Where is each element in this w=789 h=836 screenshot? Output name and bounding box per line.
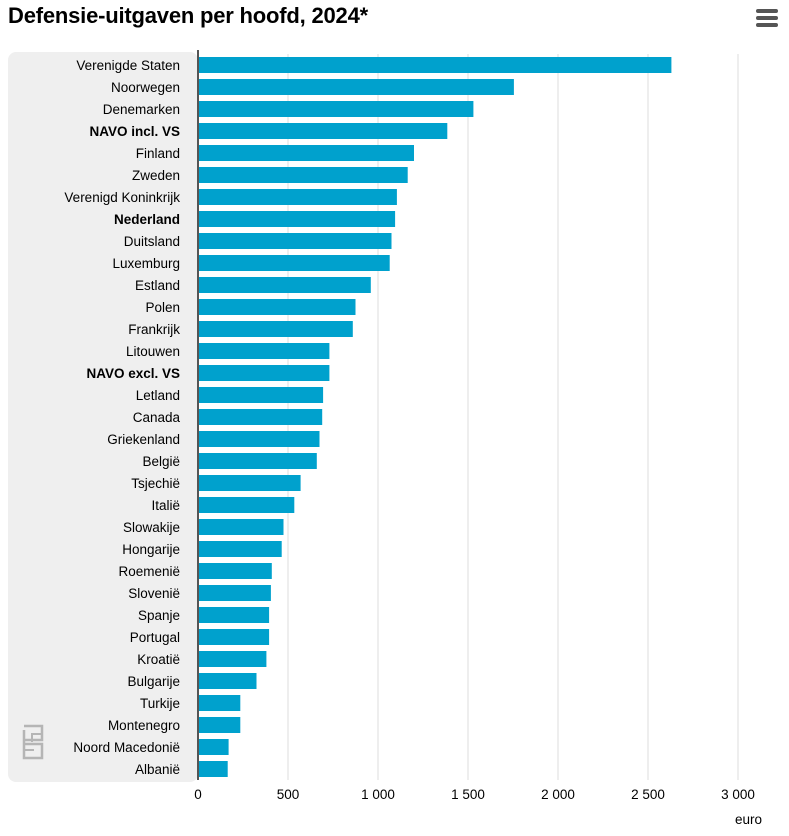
bar [198, 629, 270, 645]
bars [198, 57, 672, 777]
bar [198, 563, 272, 579]
category-label: Spanje [138, 608, 180, 623]
category-panel [8, 52, 198, 782]
bar [198, 101, 474, 117]
category-label: Polen [145, 300, 180, 315]
category-label: Griekenland [107, 432, 180, 447]
cbs-logo-icon [22, 724, 44, 760]
bar [198, 123, 448, 139]
bar [198, 387, 324, 403]
tick-labels: 0 500 1 000 1 500 2 000 2 500 3 000 [194, 787, 755, 802]
category-label: Letland [136, 388, 180, 403]
category-label: Portugal [130, 630, 180, 645]
bar [198, 585, 271, 601]
bar [198, 277, 371, 293]
bar [198, 761, 228, 777]
category-label: Turkije [140, 696, 180, 711]
bar [198, 519, 284, 535]
category-label: Luxemburg [112, 256, 180, 271]
category-label: Denemarken [103, 102, 180, 117]
category-label: Slowakije [123, 520, 180, 535]
category-label: Verenigde Staten [76, 58, 180, 73]
bar [198, 541, 282, 557]
category-label: Bulgarije [127, 674, 180, 689]
category-label: Albanië [135, 762, 180, 777]
bar [198, 255, 390, 271]
x-axis-label: euro [735, 812, 762, 827]
tick-label: 2 500 [631, 787, 665, 802]
tick-label: 2 000 [541, 787, 575, 802]
bar [198, 233, 392, 249]
category-label: Italië [151, 498, 180, 513]
category-label: NAVO incl. VS [89, 124, 180, 139]
category-label: Litouwen [126, 344, 180, 359]
category-label: Noorwegen [111, 80, 180, 95]
category-label: Estland [135, 278, 180, 293]
tick-label: 1 500 [451, 787, 485, 802]
category-label: Verenigd Koninkrijk [64, 190, 180, 205]
chart-title: Defensie-uitgaven per hoofd, 2024* [8, 3, 368, 28]
bar [198, 651, 267, 667]
bar [198, 431, 320, 447]
category-label: Canada [133, 410, 181, 425]
bar [198, 211, 396, 227]
bar [198, 453, 317, 469]
category-label: Slovenië [128, 586, 180, 601]
category-label: Roemenië [118, 564, 180, 579]
category-label: Tsjechië [131, 476, 180, 491]
category-label: Noord Macedonië [73, 740, 180, 755]
category-label: Montenegro [108, 718, 180, 733]
bar [198, 695, 241, 711]
bar [198, 475, 301, 491]
bar [198, 299, 356, 315]
tick-label: 500 [277, 787, 300, 802]
tick-label: 3 000 [721, 787, 755, 802]
category-label: Zweden [132, 168, 180, 183]
bar [198, 167, 408, 183]
bar [198, 673, 257, 689]
category-label: Nederland [114, 212, 180, 227]
category-label: België [142, 454, 180, 469]
bar [198, 57, 672, 73]
category-label: Kroatië [137, 652, 180, 667]
tick-label: 1 000 [361, 787, 395, 802]
bar [198, 79, 514, 95]
category-labels: Verenigde Staten Noorwegen Denemarken NAVO … [64, 58, 180, 777]
bar [198, 607, 270, 623]
bar [198, 365, 330, 381]
bar [198, 739, 229, 755]
category-label: NAVO excl. VS [86, 366, 180, 381]
category-label: Frankrijk [128, 322, 180, 337]
bar [198, 321, 353, 337]
bar [198, 145, 414, 161]
category-label: Hongarije [122, 542, 180, 557]
bar [198, 343, 330, 359]
category-label: Finland [136, 146, 180, 161]
bar [198, 409, 323, 425]
tick-label: 0 [194, 787, 202, 802]
hamburger-menu-icon[interactable] [756, 9, 778, 31]
category-label: Duitsland [124, 234, 180, 249]
bar [198, 497, 295, 513]
bar [198, 189, 397, 205]
gridlines [287, 54, 739, 780]
bar [198, 717, 241, 733]
